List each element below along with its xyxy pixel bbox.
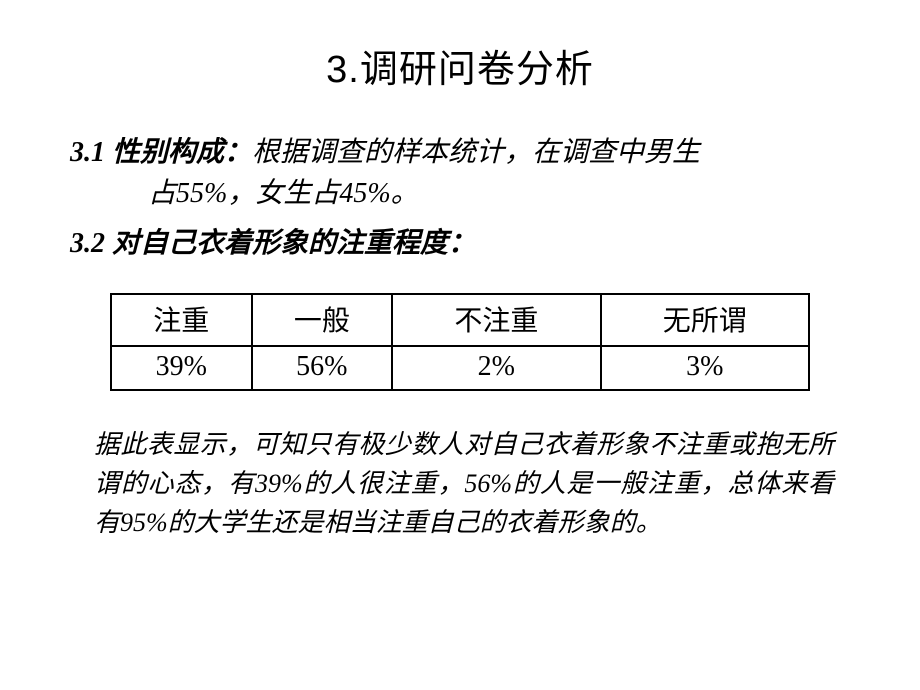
section-3-1-body-line1: 根据调查的样本统计，在调查中男生 [252,137,700,168]
section-3-2: 3.2 对自己衣着形象的注重程度： [70,224,850,265]
table-cell: 56% [252,346,393,390]
analysis-paragraph: 据此表显示，可知只有极少数人对自己衣着形象不注重或抱无所谓的心态，有39%的人很… [70,425,850,542]
attention-table: 注重 一般 不注重 无所谓 39% 56% 2% 3% [110,293,810,391]
attention-table-wrap: 注重 一般 不注重 无所谓 39% 56% 2% 3% [70,293,850,391]
table-header-cell: 一般 [252,294,393,346]
table-cell: 2% [392,346,600,390]
table-row: 39% 56% 2% 3% [111,346,809,390]
table-cell: 39% [111,346,252,390]
table-header-cell: 注重 [111,294,252,346]
table-header-cell: 不注重 [392,294,600,346]
section-3-1-head: 3.1 性别构成： [70,137,252,168]
page-title: 3.调研问卷分析 [70,38,850,93]
table-cell: 3% [601,346,809,390]
section-3-1-body-line2: 占55%，女生占45%。 [70,174,850,215]
table-header-cell: 无所谓 [601,294,809,346]
table-header-row: 注重 一般 不注重 无所谓 [111,294,809,346]
section-3-1: 3.1 性别构成：根据调查的样本统计，在调查中男生 占55%，女生占45%。 [70,133,850,214]
section-3-2-head: 3.2 对自己衣着形象的注重程度： [70,228,476,259]
